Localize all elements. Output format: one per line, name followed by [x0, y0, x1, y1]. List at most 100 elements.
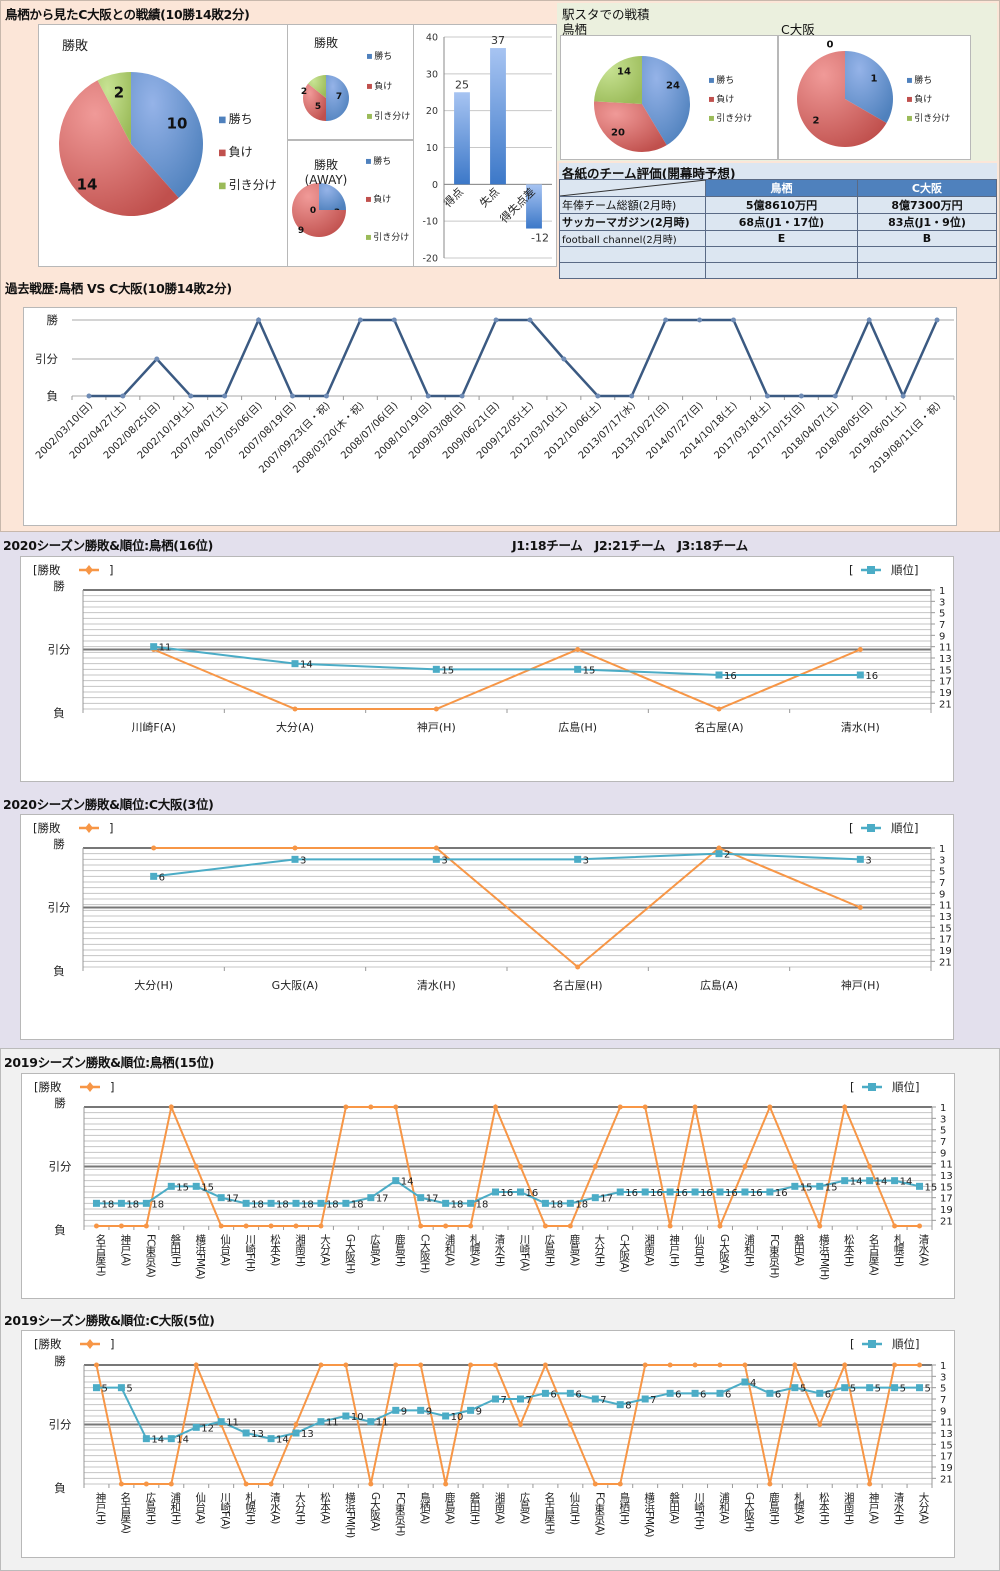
result-point: [767, 1481, 773, 1487]
pie-data-label: 14: [77, 175, 98, 193]
rank-point: [841, 1384, 849, 1392]
y-category-label: 引分: [35, 352, 58, 366]
result-point: [418, 1223, 424, 1229]
rank-data-label: 13: [251, 1429, 264, 1440]
rank-data-label: 14: [875, 1177, 888, 1188]
pie-slice-draw: [594, 56, 642, 104]
x-match-label: C大阪(H): [419, 1234, 431, 1273]
result-point: [168, 1481, 174, 1487]
pie-title: 勝敗: [314, 35, 338, 50]
rank-data-label: 5: [900, 1384, 906, 1395]
rank-point: [432, 665, 440, 673]
x-match-label: FC東京(A): [593, 1492, 605, 1536]
rank-point: [292, 1429, 300, 1437]
rank-point: [741, 1378, 749, 1386]
evaluation-col-cosaka: C大阪: [856, 179, 998, 197]
rank-point: [291, 660, 299, 668]
result-point: [767, 1104, 773, 1110]
rank-point: [641, 1395, 649, 1403]
rank-data-label: 12: [201, 1423, 214, 1434]
pie-slice-loss: [58, 80, 179, 217]
evaluation-cell: [559, 246, 706, 263]
bar-data-label: -12: [531, 232, 549, 245]
rank-data-label: 14: [300, 660, 313, 671]
evaluation-row-empty: [559, 246, 998, 263]
legend-rank-marker: [868, 1340, 876, 1348]
rank-data-label: 14: [276, 1435, 289, 1446]
x-match-label: 清水(H): [841, 721, 880, 734]
rank-point: [217, 1418, 225, 1426]
rank-point: [716, 1389, 724, 1397]
evaluation-row-label: 年俸チーム総額(2月時): [559, 196, 706, 214]
legend-rank-label: 順位]: [892, 1337, 920, 1351]
pie-data-label: 14: [617, 67, 631, 78]
rank-point: [715, 671, 723, 679]
overall-pie-panel: 10 14 2 勝ち 負け 引き分け 勝敗: [38, 24, 288, 267]
x-match-label: 大分(H): [134, 978, 173, 992]
history-point: [764, 393, 770, 399]
y-tick-label: 20: [426, 106, 438, 117]
rank-data-label: 11: [159, 643, 172, 654]
rank-data-label: 9: [401, 1406, 407, 1417]
rank-point: [92, 1384, 100, 1392]
x-match-label: 大分(H): [593, 1233, 605, 1267]
legend-result-close: ]: [109, 563, 114, 577]
result-point: [692, 1104, 698, 1110]
rank-tick-label: 7: [939, 620, 945, 631]
rank-data-label: 18: [151, 1199, 164, 1210]
rank-data-label: 7: [650, 1395, 656, 1406]
result-point: [817, 1422, 823, 1427]
pie-data-label: 2: [813, 116, 820, 127]
pie-slice-loss: [594, 101, 667, 152]
evaluation-value: B: [856, 230, 998, 247]
pie-slice-loss: [303, 83, 326, 121]
history-point: [832, 393, 838, 399]
rank-data-label: 8: [625, 1401, 631, 1412]
rank-point: [367, 1418, 375, 1426]
rank-point: [417, 1406, 425, 1414]
league-teams-note: J1:18チーム J2:21チーム J3:18チーム: [512, 538, 748, 553]
tosu-2019-title: 2019シーズン勝敗&順位:鳥栖(15位): [4, 1055, 215, 1070]
legend-label: 引き分け: [229, 178, 277, 192]
x-match-label: 札幌(A): [469, 1233, 481, 1266]
result-point: [567, 1422, 573, 1427]
rank-point: [317, 1418, 325, 1426]
rank-data-label: 3: [583, 855, 589, 866]
legend-label: 引き分け: [716, 113, 752, 124]
rank-tick-label: 1: [940, 1361, 946, 1372]
rank-point: [541, 1199, 549, 1207]
result-point: [293, 1223, 299, 1229]
bar-data-label: 25: [455, 78, 469, 91]
result-point: [118, 1481, 124, 1487]
cosaka-2020-title: 2020シーズン勝敗&順位:C大阪(3位): [3, 797, 214, 812]
legend-label: 勝ち: [229, 111, 253, 126]
rank-data-label: 11: [226, 1418, 239, 1429]
evaluation-row: 年俸チーム総額(2月時) 5億8610万円 8億7300万円: [559, 196, 998, 214]
rank-data-label: 3: [865, 855, 871, 866]
rank-tick-label: 7: [940, 1137, 946, 1148]
legend-rank-open: [: [849, 563, 854, 577]
x-match-label: 神戸(H): [841, 978, 880, 992]
evaluation-value: E: [705, 230, 858, 247]
history-point: [798, 393, 804, 399]
rank-point: [150, 872, 158, 880]
legend-result-label: [勝敗: [33, 563, 61, 577]
evaluation-header-row: 鳥栖 C大阪: [559, 179, 998, 197]
rank-tick-label: 1: [939, 586, 945, 597]
rank-data-label: 18: [301, 1199, 314, 1210]
rank-data-label: 15: [925, 1182, 938, 1193]
history-point: [629, 393, 635, 399]
history-point: [493, 317, 499, 323]
rank-data-label: 7: [501, 1395, 507, 1406]
rank-point: [616, 1188, 624, 1196]
legend-label: 引き分け: [914, 113, 950, 124]
rank-point: [192, 1423, 200, 1431]
legend-result-marker: [85, 565, 93, 575]
x-date-label: 2017/03/18(土): [711, 399, 774, 462]
result-point: [517, 1422, 523, 1427]
result-point: [717, 1223, 723, 1229]
